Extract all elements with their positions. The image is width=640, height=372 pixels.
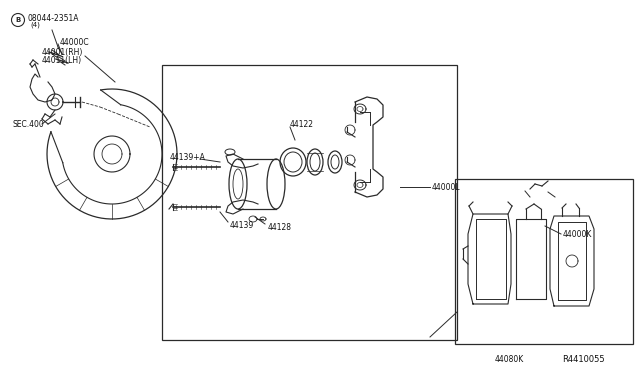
Text: 44122: 44122 [290, 119, 314, 128]
Bar [455, 179, 633, 344]
Bar [162, 65, 457, 340]
Text: 44001(RH): 44001(RH) [42, 48, 83, 57]
Text: B: B [15, 17, 20, 23]
Text: SEC.400: SEC.400 [12, 119, 44, 128]
Text: 44128: 44128 [268, 222, 292, 231]
Text: 44080K: 44080K [495, 355, 524, 363]
Text: 08044-2351A: 08044-2351A [27, 13, 79, 22]
Text: R4410055: R4410055 [562, 356, 605, 365]
Text: (4): (4) [30, 22, 40, 28]
Text: 44011(LH): 44011(LH) [42, 55, 82, 64]
Text: 44139: 44139 [230, 221, 254, 230]
Text: 44000L: 44000L [432, 183, 461, 192]
Text: 44000C: 44000C [60, 38, 90, 46]
Text: 44000K: 44000K [563, 230, 593, 238]
Text: 44139+A: 44139+A [170, 153, 206, 161]
